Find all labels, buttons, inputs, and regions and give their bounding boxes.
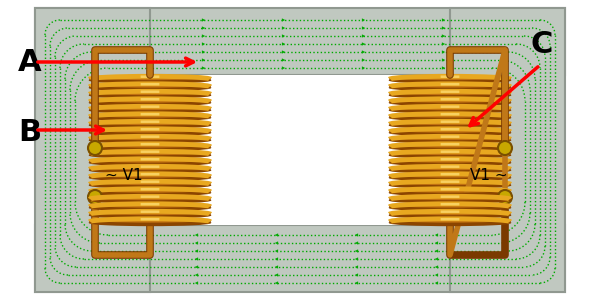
Ellipse shape xyxy=(90,106,210,112)
Ellipse shape xyxy=(390,188,510,194)
Ellipse shape xyxy=(390,166,510,172)
Ellipse shape xyxy=(90,143,210,149)
Ellipse shape xyxy=(90,203,210,209)
Ellipse shape xyxy=(390,83,510,89)
Ellipse shape xyxy=(390,106,510,112)
Ellipse shape xyxy=(390,203,510,209)
Ellipse shape xyxy=(390,196,510,202)
Text: ∼ V1: ∼ V1 xyxy=(105,168,143,183)
Circle shape xyxy=(498,190,512,204)
Ellipse shape xyxy=(390,211,510,217)
Ellipse shape xyxy=(90,166,210,172)
Bar xyxy=(450,8,565,292)
Ellipse shape xyxy=(90,196,210,202)
Ellipse shape xyxy=(390,91,510,97)
Ellipse shape xyxy=(90,76,210,82)
Text: B: B xyxy=(18,118,41,147)
Ellipse shape xyxy=(390,218,510,224)
Bar xyxy=(150,75,450,225)
Ellipse shape xyxy=(90,218,210,224)
Ellipse shape xyxy=(90,151,210,157)
Circle shape xyxy=(498,141,512,155)
Ellipse shape xyxy=(90,128,210,134)
Text: A: A xyxy=(18,48,41,77)
Ellipse shape xyxy=(90,98,210,104)
Ellipse shape xyxy=(390,143,510,149)
Ellipse shape xyxy=(390,158,510,164)
Ellipse shape xyxy=(390,181,510,187)
Ellipse shape xyxy=(390,113,510,119)
Ellipse shape xyxy=(90,181,210,187)
Ellipse shape xyxy=(90,91,210,97)
Ellipse shape xyxy=(390,76,510,82)
Ellipse shape xyxy=(90,158,210,164)
Bar xyxy=(35,8,150,292)
Ellipse shape xyxy=(90,83,210,89)
Ellipse shape xyxy=(90,113,210,119)
Ellipse shape xyxy=(90,211,210,217)
Ellipse shape xyxy=(390,151,510,157)
Bar xyxy=(35,225,565,292)
Bar xyxy=(35,8,565,75)
Ellipse shape xyxy=(390,173,510,179)
Ellipse shape xyxy=(390,128,510,134)
Ellipse shape xyxy=(90,121,210,127)
Text: C: C xyxy=(530,30,553,59)
Ellipse shape xyxy=(390,98,510,104)
Circle shape xyxy=(88,190,102,204)
Ellipse shape xyxy=(90,136,210,142)
Ellipse shape xyxy=(90,173,210,179)
Circle shape xyxy=(88,141,102,155)
Ellipse shape xyxy=(90,188,210,194)
Ellipse shape xyxy=(390,121,510,127)
Ellipse shape xyxy=(390,136,510,142)
Text: V1 ∼: V1 ∼ xyxy=(470,168,508,183)
